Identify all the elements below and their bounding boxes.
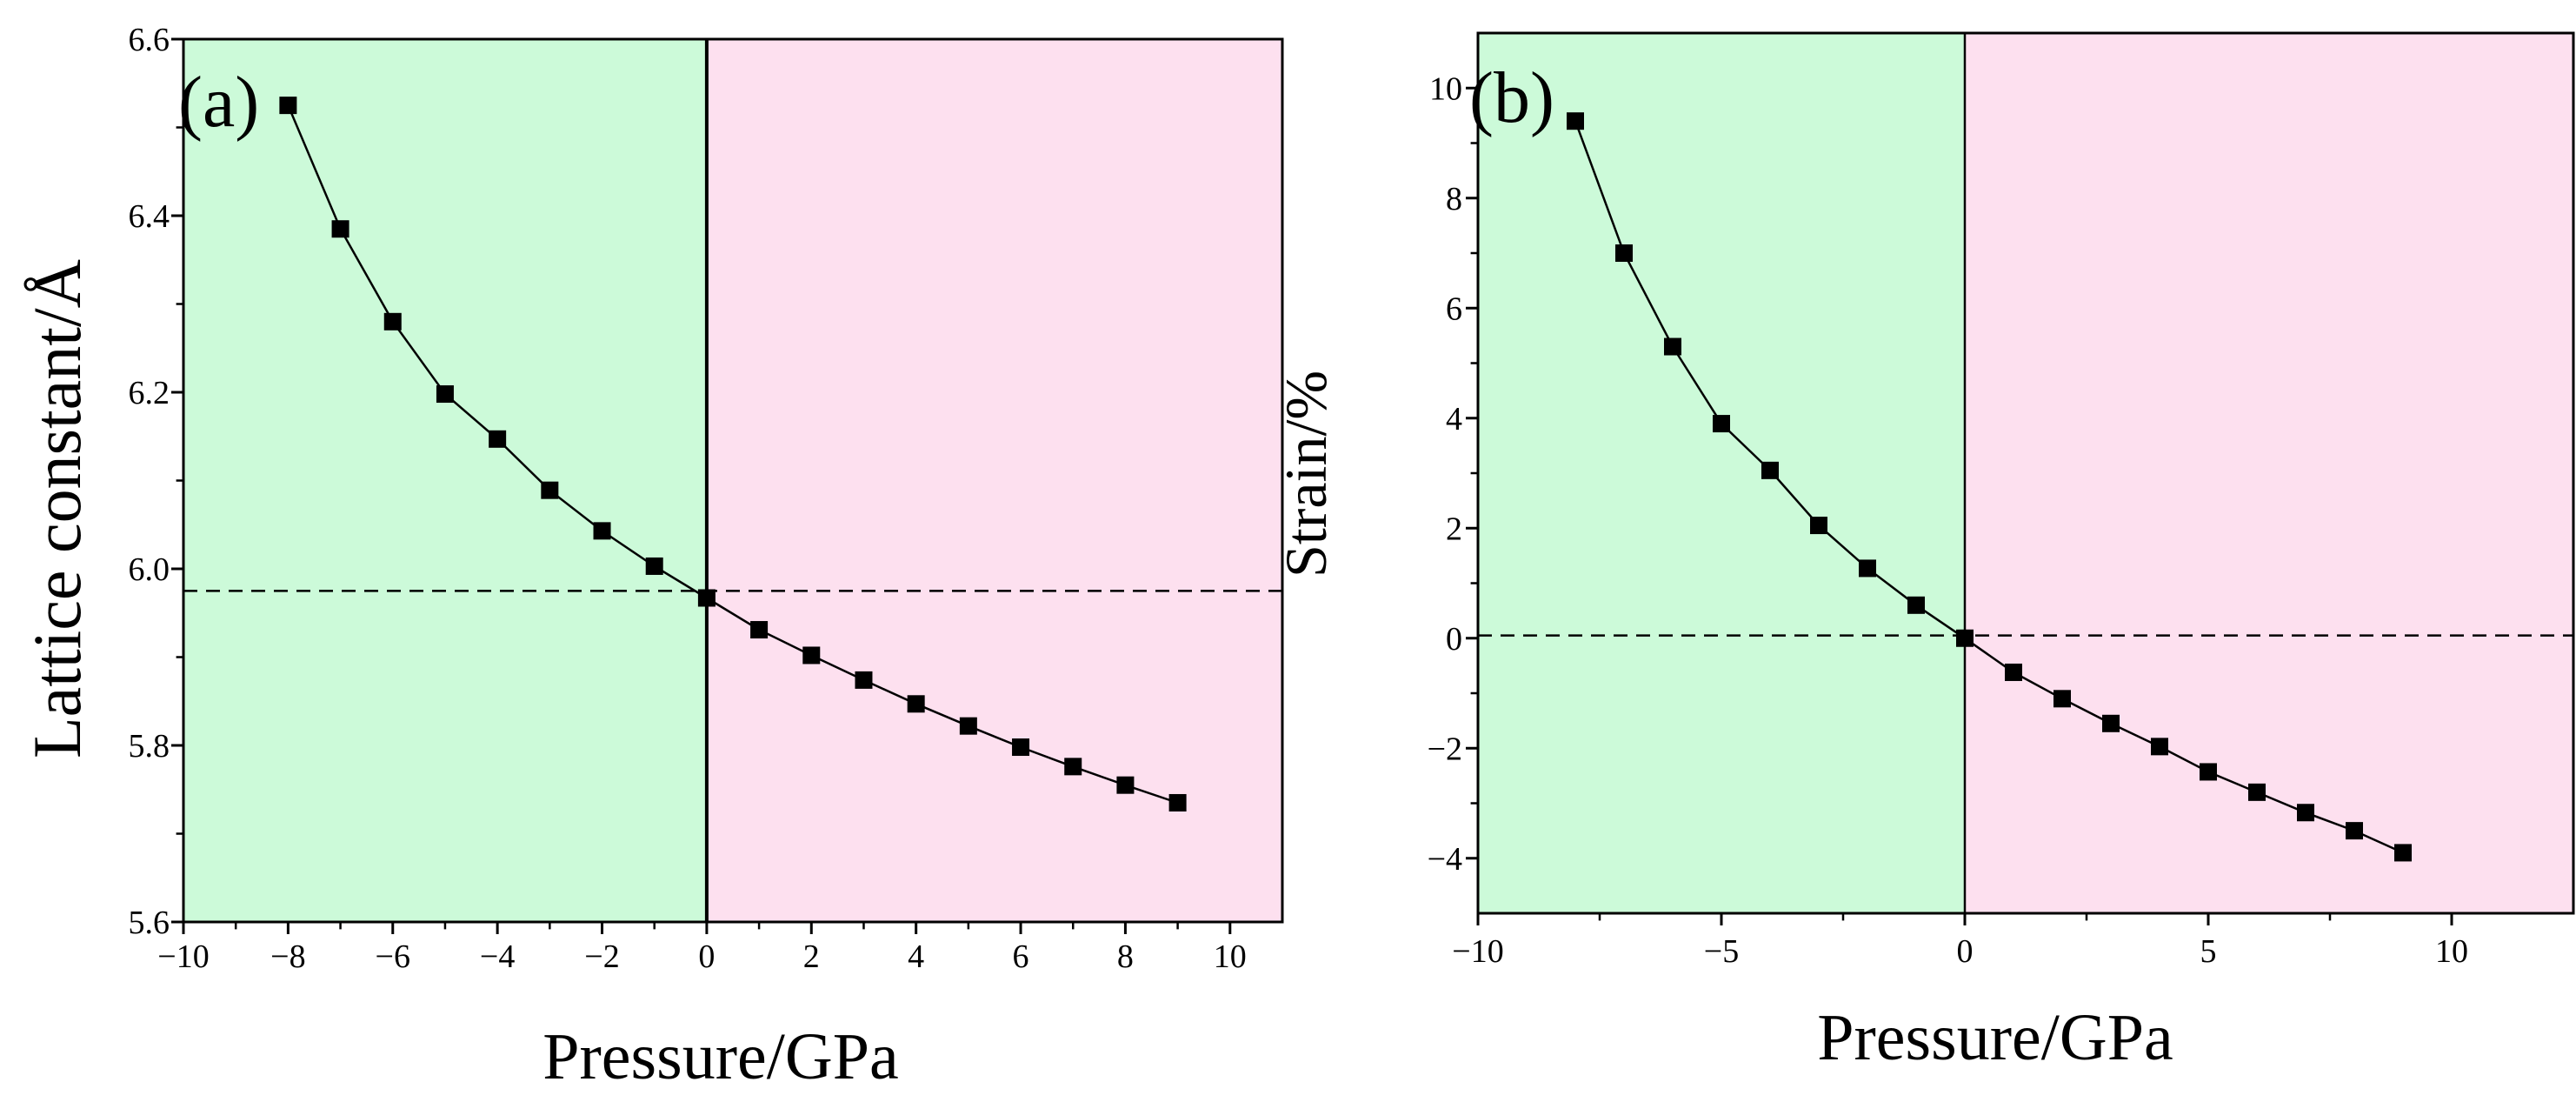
panel-a-y-tick-label: 6.2 bbox=[129, 375, 170, 411]
panel-b-data-point bbox=[2346, 822, 2363, 840]
panel-b-x-axis-title: Pressure/GPa bbox=[1817, 1001, 2173, 1074]
panel-a-data-point bbox=[593, 522, 611, 540]
panel-a-y-tick-label: 6.0 bbox=[129, 551, 170, 588]
panel-a-data-point bbox=[855, 671, 873, 689]
panel-a: −10 −8 −6 −4 −2 0 2 4 6 8 10 5.6 5.8 6.0 6.2 6.4 6.6 (a)… bbox=[19, 22, 1284, 1093]
panel-a-data-point bbox=[331, 220, 349, 238]
panel-a-data-point bbox=[1064, 758, 1082, 776]
panel-b-shaded-regions bbox=[1478, 33, 2573, 913]
panel-a-x-tick-label: −4 bbox=[480, 938, 515, 975]
panel-a-x-tick-label: 10 bbox=[1214, 938, 1247, 975]
panel-a-x-tick-label: −10 bbox=[157, 938, 209, 975]
panel-b-data-point bbox=[1615, 244, 1633, 262]
panel-a-data-points bbox=[279, 97, 1187, 811]
panel-a-x-tick-label: 4 bbox=[908, 938, 924, 975]
panel-b-ticks: −10 −5 0 5 10 −4 −2 0 2 4 6 8 10 bbox=[1428, 70, 2468, 970]
panel-a-data-point bbox=[645, 557, 663, 575]
panel-a-x-tick-label: 8 bbox=[1117, 938, 1134, 975]
panel-b-y-tick-label: 6 bbox=[1446, 291, 1462, 327]
panel-a-data-point bbox=[1116, 776, 1135, 794]
panel-b-data-point bbox=[1956, 629, 1974, 647]
panel-a-data-point bbox=[436, 385, 454, 404]
panel-b-y-tick-label: 0 bbox=[1446, 621, 1462, 658]
panel-a-data-point bbox=[907, 695, 925, 713]
panel-b-data-point bbox=[2297, 804, 2314, 822]
panel-a-ticks: −10 −8 −6 −4 −2 0 2 4 6 8 10 5.6 5.8 6.0 6.2 6.4 6.6 bbox=[129, 22, 1247, 975]
panel-b-data-point bbox=[2248, 783, 2266, 801]
panel-a-y-axis-title: Lattice constant/Å bbox=[19, 259, 95, 758]
panel-a-data-point bbox=[750, 621, 769, 639]
panel-b-data-point bbox=[1761, 461, 1779, 479]
panel-b-y-tick-label: −2 bbox=[1428, 731, 1462, 767]
panel-b-data-point bbox=[1859, 559, 1876, 578]
panel-b-data-point bbox=[2102, 714, 2120, 732]
panel-b-data-points bbox=[1567, 112, 2412, 862]
panel-a-data-point bbox=[959, 717, 977, 735]
panel-a-y-tick-label: 6.4 bbox=[129, 198, 170, 235]
panel-a-data-point bbox=[279, 97, 297, 115]
panel-b-data-point bbox=[2005, 663, 2022, 681]
panel-a-y-tick-label: 5.8 bbox=[129, 728, 170, 765]
panel-a-x-tick-label: 6 bbox=[1013, 938, 1029, 975]
panel-b-x-tick-label: −10 bbox=[1452, 933, 1503, 970]
panel-b-data-point bbox=[1664, 337, 1681, 356]
panel-b-y-tick-label: 2 bbox=[1446, 511, 1462, 547]
panel-b-reference-lines bbox=[1478, 33, 2573, 913]
panel-a-shaded-regions bbox=[183, 39, 1282, 922]
panel-b-y-tick-label: −4 bbox=[1428, 841, 1462, 878]
panel-a-region-compression bbox=[706, 39, 1282, 922]
panel-a-label: (a) bbox=[178, 62, 259, 143]
panel-b-region-compression bbox=[1965, 33, 2573, 913]
panel-b-y-tick-label: 4 bbox=[1446, 401, 1462, 437]
panel-a-data-point bbox=[489, 430, 507, 448]
panel-b-x-tick-label: 0 bbox=[1957, 933, 1974, 970]
panel-a-x-tick-label: −6 bbox=[376, 938, 410, 975]
panel-b-y-tick-label: 10 bbox=[1429, 70, 1462, 107]
panel-a-x-tick-label: 0 bbox=[698, 938, 715, 975]
panel-b-data-point bbox=[1907, 596, 1925, 614]
panel-b-data-point bbox=[2200, 763, 2217, 781]
panel-b-data-point bbox=[1567, 112, 1584, 130]
panel-a-data-point bbox=[1168, 793, 1187, 811]
panel-b-data-point bbox=[1810, 517, 1827, 535]
panel-b-x-tick-label: 5 bbox=[2200, 933, 2217, 970]
panel-a-data-point bbox=[541, 481, 559, 499]
panel-a-data-point bbox=[802, 646, 821, 665]
panel-a-y-tick-label: 6.6 bbox=[129, 22, 170, 58]
panel-b-x-tick-label: 10 bbox=[2435, 933, 2468, 970]
panel-b-y-tick-label: 8 bbox=[1446, 181, 1462, 217]
panel-a-x-tick-label: 2 bbox=[803, 938, 820, 975]
panel-b-data-point bbox=[1713, 415, 1730, 433]
panel-b-data-point bbox=[2151, 738, 2168, 756]
panel-a-x-tick-label: −2 bbox=[584, 938, 619, 975]
panel-a-reference-lines bbox=[183, 39, 1282, 922]
panel-a-y-tick-label: 5.6 bbox=[129, 905, 170, 941]
panel-b-data-point bbox=[2394, 844, 2412, 862]
panel-a-data-point bbox=[383, 312, 402, 331]
panel-b-data-point bbox=[2053, 690, 2071, 708]
panel-a-data-point bbox=[697, 589, 716, 607]
panel-a-x-tick-label: −8 bbox=[270, 938, 305, 975]
panel-a-x-axis-title: Pressure/GPa bbox=[542, 1020, 899, 1093]
panel-b-region-tension bbox=[1478, 33, 1965, 913]
panel-b-label: (b) bbox=[1469, 57, 1554, 138]
panel-b-y-axis-title: Strain/% bbox=[1273, 371, 1339, 578]
panel-a-data-point bbox=[1012, 738, 1030, 757]
panel-a-region-tension bbox=[183, 39, 707, 922]
panel-b: −10 −5 0 5 10 −4 −2 0 2 4 6 8 10 (b) Strain/% Pressu… bbox=[1273, 31, 2575, 1074]
panel-b-x-tick-label: −5 bbox=[1704, 933, 1739, 970]
